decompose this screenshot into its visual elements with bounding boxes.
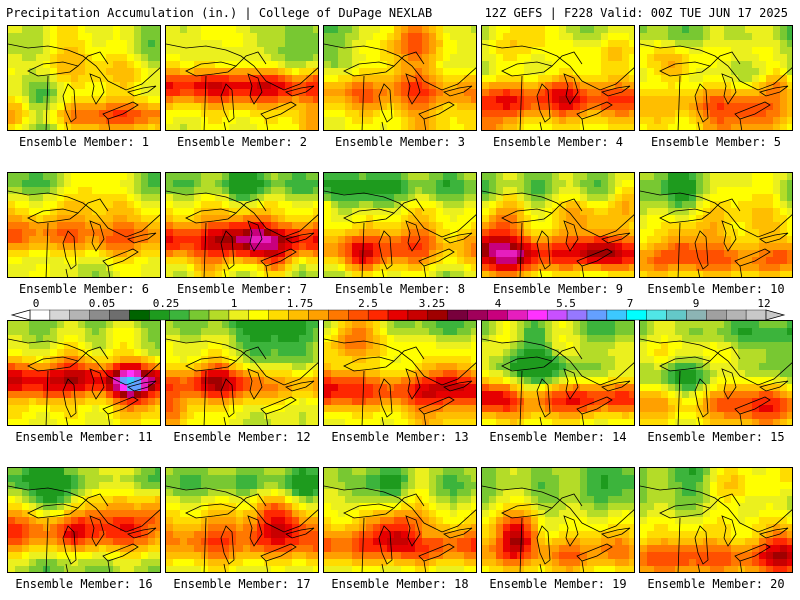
colorbar-swatch — [328, 309, 349, 321]
colorbar-swatch — [666, 309, 687, 321]
colorbar-swatch — [527, 309, 548, 321]
ensemble-member-label: Ensemble Member: 5 — [650, 135, 782, 149]
colorbar-swatch — [507, 309, 528, 321]
colorbar-swatch — [129, 309, 150, 321]
ensemble-member-map — [639, 467, 793, 573]
colorbar-swatch — [467, 309, 488, 321]
colorbar-swatch — [626, 309, 647, 321]
ensemble-member-map — [165, 172, 319, 278]
ensemble-member-label: Ensemble Member: 12 — [173, 430, 311, 444]
ensemble-member-map — [7, 467, 161, 573]
colorbar-swatch — [407, 309, 429, 321]
colorbar-tick-label: 0.05 — [88, 297, 116, 310]
ensemble-member-label: Ensemble Member: 7 — [176, 282, 308, 296]
ensemble-member-label: Ensemble Member: 2 — [176, 135, 308, 149]
ensemble-member-label: Ensemble Member: 14 — [489, 430, 627, 444]
colorbar-swatch — [706, 309, 727, 321]
colorbar-tick-label: 0.25 — [152, 297, 180, 310]
ensemble-member-map — [639, 25, 793, 131]
colorbar-tick-label: 2.5 — [358, 297, 378, 310]
colorbar-tick-label: 9 — [692, 297, 700, 310]
colorbar-tick-label: 0 — [32, 297, 40, 310]
ensemble-member-label: Ensemble Member: 20 — [647, 577, 785, 591]
map-title: Precipitation Accumulation (in.) | Colle… — [6, 6, 433, 20]
colorbar-swatch — [69, 309, 90, 321]
ensemble-member-map — [165, 25, 319, 131]
colorbar-swatch — [89, 309, 110, 321]
colorbar-tick-label: 1.75 — [286, 297, 314, 310]
ensemble-member-label: Ensemble Member: 9 — [492, 282, 624, 296]
ensemble-member-map — [323, 320, 477, 426]
colorbar-swatch — [367, 309, 389, 321]
colorbar-swatch — [387, 309, 409, 321]
ensemble-member-map — [323, 172, 477, 278]
colorbar-swatch — [427, 309, 448, 321]
ensemble-member-label: Ensemble Member: 10 — [647, 282, 785, 296]
colorbar-swatch — [566, 309, 588, 321]
ensemble-member-label: Ensemble Member: 17 — [173, 577, 311, 591]
colorbar-swatch — [487, 309, 508, 321]
colorbar-swatch — [646, 309, 667, 321]
colorbar-swatch — [268, 309, 289, 321]
colorbar-swatch — [308, 309, 329, 321]
ensemble-member-map — [7, 25, 161, 131]
ensemble-member-map — [481, 320, 635, 426]
ensemble-member-map — [165, 320, 319, 426]
ensemble-member-map — [481, 172, 635, 278]
ensemble-member-label: Ensemble Member: 19 — [489, 577, 627, 591]
colorbar-left-arrow — [10, 309, 31, 321]
colorbar-swatch — [29, 309, 51, 321]
ensemble-member-map — [481, 467, 635, 573]
ensemble-member-map — [323, 25, 477, 131]
ensemble-member-label: Ensemble Member: 4 — [492, 135, 624, 149]
ensemble-member-label: Ensemble Member: 6 — [18, 282, 150, 296]
colorbar-swatch — [248, 309, 269, 321]
colorbar-swatch — [49, 309, 70, 321]
colorbar-swatch — [447, 309, 468, 321]
ensemble-member-label: Ensemble Member: 13 — [331, 430, 469, 444]
colorbar-swatch — [169, 309, 190, 321]
ensemble-member-map — [7, 172, 161, 278]
model-run-info: 12Z GEFS | F228 Valid: 00Z TUE JUN 17 20… — [484, 6, 788, 20]
colorbar-swatch — [228, 309, 250, 321]
colorbar-swatch — [149, 309, 170, 321]
colorbar-tick-label: 5.5 — [556, 297, 576, 310]
colorbar-swatch — [586, 309, 608, 321]
colorbar-swatch — [546, 309, 568, 321]
colorbar-swatch — [109, 309, 130, 321]
colorbar-tick-label: 7 — [626, 297, 634, 310]
ensemble-member-map — [639, 320, 793, 426]
ensemble-member-label: Ensemble Member: 16 — [15, 577, 153, 591]
colorbar-tick-label: 1 — [230, 297, 238, 310]
colorbar-swatch — [288, 309, 309, 321]
precipitation-colorbar — [10, 309, 786, 321]
ensemble-member-map — [323, 467, 477, 573]
colorbar-right-arrow — [765, 309, 786, 321]
colorbar-swatch — [726, 309, 747, 321]
ensemble-member-map — [639, 172, 793, 278]
colorbar-tick-label: 3.25 — [418, 297, 446, 310]
ensemble-member-map — [7, 320, 161, 426]
colorbar-swatch — [348, 309, 369, 321]
colorbar-swatch — [208, 309, 230, 321]
colorbar-swatch — [745, 309, 767, 321]
ensemble-member-map — [165, 467, 319, 573]
ensemble-member-label: Ensemble Member: 11 — [15, 430, 153, 444]
ensemble-member-label: Ensemble Member: 1 — [18, 135, 150, 149]
colorbar-swatch — [686, 309, 707, 321]
ensemble-member-label: Ensemble Member: 8 — [334, 282, 466, 296]
ensemble-member-label: Ensemble Member: 15 — [647, 430, 785, 444]
colorbar-swatch — [188, 309, 210, 321]
colorbar-tick-label: 4 — [494, 297, 502, 310]
ensemble-member-label: Ensemble Member: 18 — [331, 577, 469, 591]
colorbar-tick-label: 12 — [757, 297, 771, 310]
ensemble-member-map — [481, 25, 635, 131]
colorbar-swatch — [606, 309, 627, 321]
ensemble-member-label: Ensemble Member: 3 — [334, 135, 466, 149]
